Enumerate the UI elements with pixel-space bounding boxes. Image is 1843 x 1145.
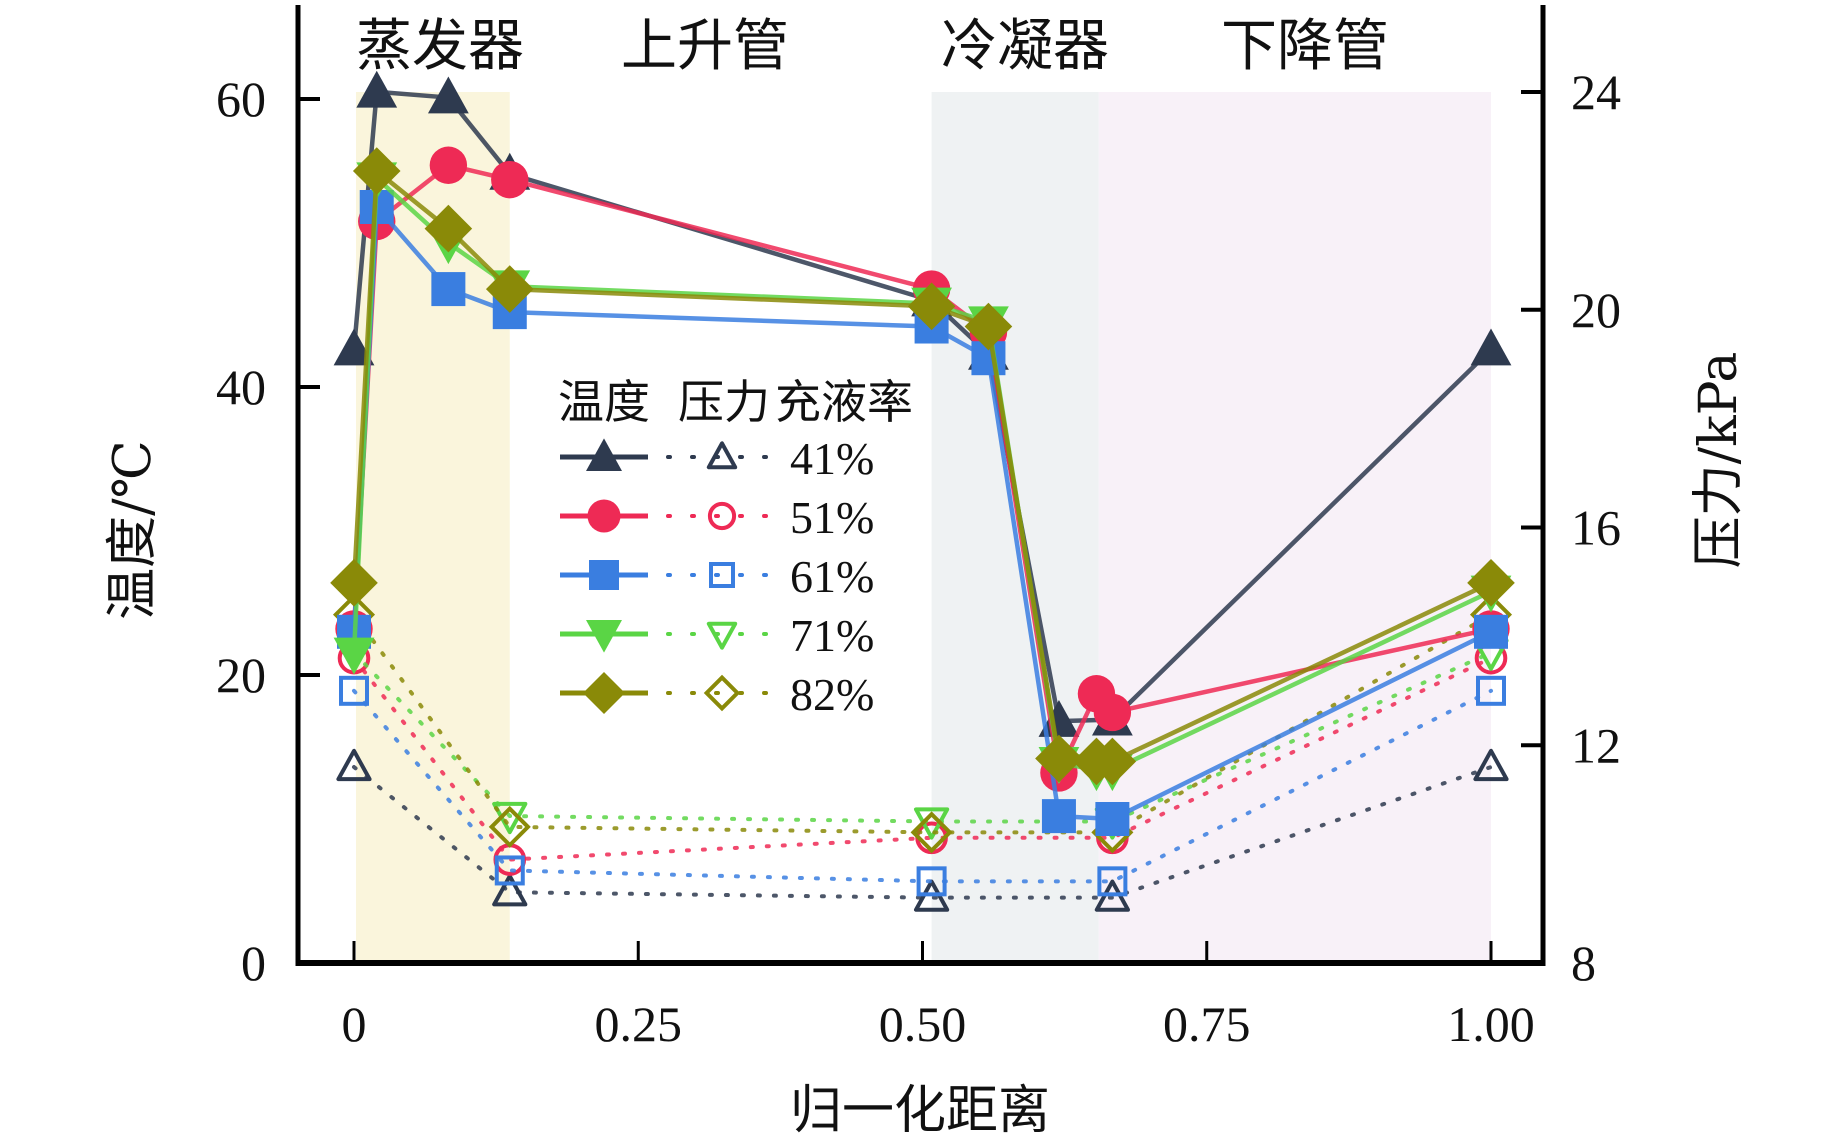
region-label-1: 蒸发器 [356,14,524,79]
pressure-point [916,866,947,897]
temperature-point [1041,799,1076,834]
legend-temperature-marker [583,672,625,714]
legend-item-41pct: 41% [560,433,874,484]
legend-header-3: 充液率 [775,377,913,428]
y-left-tick-label: 20 [216,647,266,703]
legend-pressure-marker [709,562,735,588]
region-label-4: 下降管 [1221,14,1389,79]
temperature-point [485,265,534,313]
legend-item-51pct: 51% [560,492,874,543]
temperature-point [1093,693,1132,732]
temperature-point [1467,559,1515,607]
temperature-series [330,70,1515,836]
y-left-tick-label: 40 [216,359,266,415]
pressure-line [352,612,1493,835]
axes: 0 0.25 0.50 0.75 1.00 0 20 40 60 8 12 16 20 24 [216,5,1621,1052]
pressure-point [492,874,528,907]
pressure-point [336,748,372,782]
y-right-tick-label: 12 [1571,717,1621,773]
temperature-point [1470,328,1512,366]
legend-item-71pct: 71% [560,610,874,661]
legend-temperature-marker [587,499,621,533]
temperature-point [1474,614,1508,649]
temperature-point [333,328,375,366]
temperature-point [1088,737,1137,786]
legend-label: 71% [790,610,874,661]
x-axis-title: 归一化距离 [790,1081,1050,1141]
pressure-series [332,593,1513,912]
pressure-point [1476,675,1506,706]
legend-item-61pct: 61% [560,551,874,602]
region-label-3: 冷凝器 [941,14,1109,79]
pressure-point [488,805,531,848]
pressure-point [1473,748,1509,782]
legend-temperature-marker [589,560,619,590]
y-right-tick-label: 24 [1571,64,1621,120]
legend-temperature-marker [586,438,622,471]
pressure-point [910,811,953,854]
temperature-point [356,70,398,108]
temperature-point [330,559,378,607]
legend-label: 61% [790,551,874,602]
legend-pressure-marker [706,441,738,470]
region-band-4 [1098,92,1491,963]
x-tick-label: 1.00 [1447,996,1535,1052]
x-tick-label: 0 [342,996,367,1052]
legend-label: 41% [790,433,874,484]
y-axis-left-title: 温度/℃ [103,440,163,620]
x-tick-label: 0.50 [879,996,967,1052]
temperature-series-82pct [330,147,1515,786]
pressure-point [494,855,525,886]
temperature-point [333,637,375,675]
y-left-tick-label: 60 [216,71,266,127]
temperature-point [431,272,466,307]
y-left-tick-label: 0 [241,935,266,991]
y-axis-right-title: 压力/kPa [1689,352,1749,569]
legend-header-1: 温度 [558,377,650,428]
x-tick-label: 0.25 [595,996,683,1052]
legend-item-82pct: 82% [560,669,874,720]
temperature-point [1038,700,1080,737]
temperature-point [491,160,529,199]
temperature-point [1095,802,1130,836]
region-label-2: 上升管 [621,14,789,79]
pressure-line [352,688,1493,884]
legend-pressure-marker [706,621,738,650]
legend-pressure-marker [703,674,741,712]
y-right-tick-label: 16 [1571,500,1621,556]
temperature-point [1035,734,1083,783]
temperature-point [429,146,468,184]
temperature-point [352,147,401,195]
y-right-tick-label: 20 [1571,282,1621,338]
y-right-tick-label: 8 [1571,935,1596,991]
pressure-point [1097,866,1128,897]
temperature-point [907,282,956,331]
temperature-point [424,204,473,253]
pressure-point [339,675,369,706]
legend-label: 82% [790,669,874,720]
region-labels: 蒸发器 上升管 冷凝器 下降管 [356,14,1389,79]
legend-header-2: 压力 [678,377,770,428]
temperature-point [964,302,1013,351]
legend-temperature-marker [586,620,622,653]
x-tick-label: 0.75 [1163,996,1251,1052]
pressure-series-61pct [339,675,1506,897]
legend-label: 51% [790,492,874,543]
temperature-point [427,76,469,114]
legend-pressure-marker [707,501,737,531]
